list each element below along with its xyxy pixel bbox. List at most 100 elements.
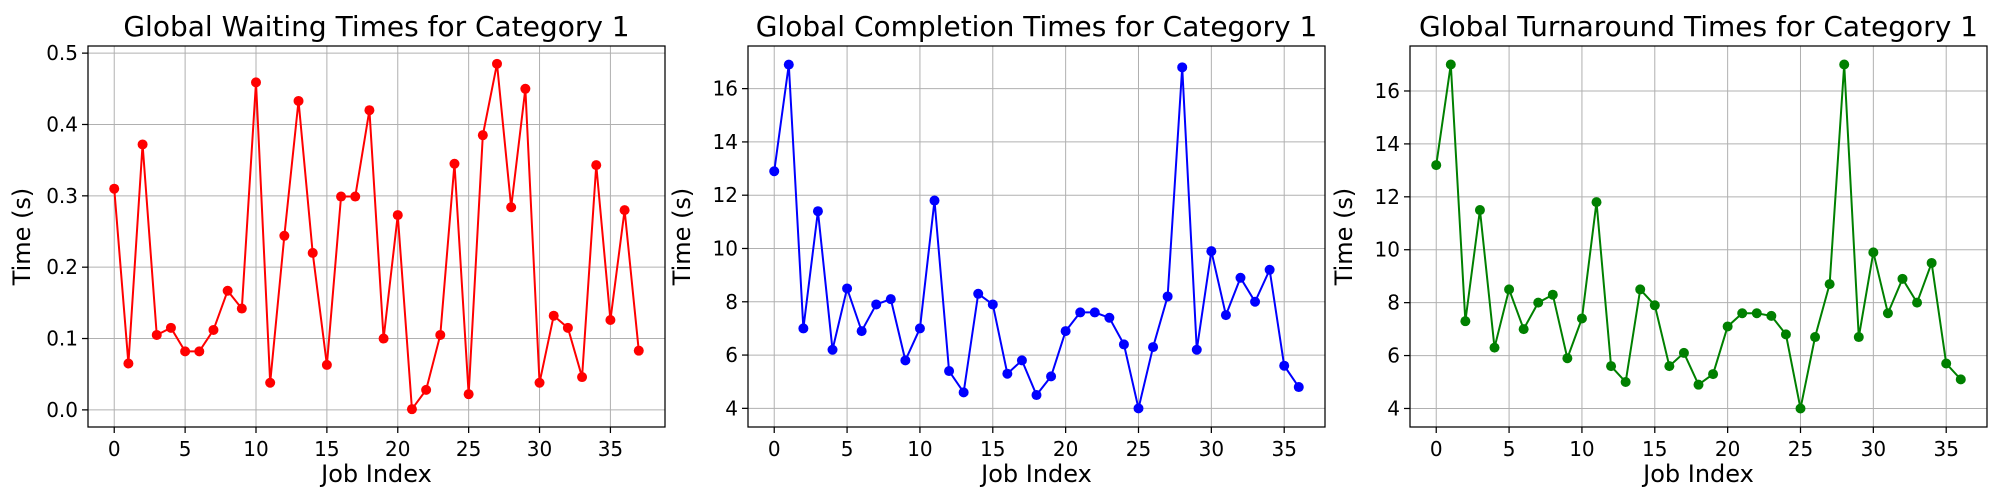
y-tick-label: 4	[725, 396, 738, 420]
data-point	[1766, 310, 1777, 321]
data-point	[1576, 313, 1587, 324]
x-tick-label: 35	[1271, 437, 1296, 461]
y-tick-label: 12	[713, 183, 738, 207]
x-tick-label: 20	[1053, 437, 1078, 461]
data-point	[421, 384, 432, 395]
data-point	[321, 359, 332, 370]
data-point	[293, 95, 304, 106]
data-point	[1926, 257, 1937, 268]
chart-title: Global Waiting Times for Category 1	[123, 10, 629, 43]
x-tick-label: 20	[1715, 437, 1740, 461]
data-point	[619, 205, 630, 216]
x-axis-label: Job Index	[1641, 460, 1754, 488]
data-point	[812, 206, 823, 217]
data-point	[769, 166, 780, 177]
y-axis-label: Time (s)	[8, 188, 36, 287]
x-axis-label: Job Index	[979, 460, 1092, 488]
data-point	[1882, 308, 1893, 319]
data-point	[1431, 160, 1442, 171]
data-point	[1133, 403, 1144, 414]
data-point	[1031, 390, 1042, 401]
y-tick-label: 8	[725, 290, 738, 314]
x-tick-label: 0	[108, 437, 121, 461]
y-tick-label: 0.4	[46, 112, 78, 136]
data-point	[1075, 307, 1086, 318]
data-point	[151, 329, 162, 340]
x-tick-label: 35	[598, 437, 623, 461]
data-point	[633, 345, 644, 356]
x-tick-label: 15	[980, 437, 1005, 461]
y-tick-label: 0.1	[46, 327, 78, 351]
series-line	[773, 64, 1300, 409]
data-point	[1941, 358, 1952, 369]
y-tick-label: 4	[1387, 396, 1400, 420]
x-tick-label: 10	[907, 437, 932, 461]
x-axis-label: Job Index	[319, 460, 432, 488]
series-line	[1435, 64, 1962, 409]
data-point	[1118, 339, 1129, 350]
data-point	[900, 355, 911, 366]
data-point	[1606, 361, 1617, 372]
data-point	[591, 160, 602, 171]
data-point	[208, 324, 219, 335]
data-point	[1264, 264, 1275, 275]
x-tick-label: 20	[385, 437, 410, 461]
data-point	[783, 59, 794, 70]
x-tick-label: 25	[456, 437, 481, 461]
data-point	[1191, 344, 1202, 355]
data-point	[856, 326, 867, 337]
data-point	[1664, 361, 1675, 372]
data-point	[1795, 403, 1806, 414]
data-point	[307, 247, 318, 258]
data-point	[1678, 347, 1689, 358]
y-tick-label: 16	[713, 77, 738, 101]
x-tick-label: 0	[1430, 437, 1443, 461]
data-point	[265, 377, 276, 388]
data-point	[1162, 291, 1173, 302]
chart-3: 0 5 10 15 20 25 30 35 4 6 8 10 12 14 16 Global Turnarou…	[1330, 10, 1988, 488]
data-point	[1897, 273, 1908, 284]
data-point	[1955, 374, 1966, 385]
series-line	[113, 63, 640, 412]
data-point	[1562, 353, 1573, 364]
data-point	[1177, 62, 1188, 73]
data-point	[577, 372, 588, 383]
data-point	[1722, 321, 1733, 332]
data-point	[827, 344, 838, 355]
data-point	[1547, 289, 1558, 300]
data-point	[958, 387, 969, 398]
data-point	[1089, 307, 1100, 318]
data-point	[1912, 297, 1923, 308]
data-point	[914, 323, 925, 334]
data-point	[1824, 279, 1835, 290]
y-tick-label: 0.3	[46, 184, 78, 208]
data-point	[463, 389, 474, 400]
y-tick-label: 10	[713, 236, 738, 260]
data-point	[435, 329, 446, 340]
data-point	[1751, 308, 1762, 319]
data-point	[1474, 205, 1485, 216]
data-point	[1250, 296, 1261, 307]
data-point	[336, 191, 347, 202]
data-point	[1460, 316, 1471, 327]
data-point	[165, 322, 176, 333]
chart-title: Global Turnaround Times for Category 1	[1419, 10, 1978, 43]
data-point	[364, 105, 375, 116]
y-tick-label: 16	[1375, 79, 1400, 103]
y-tick-label: 0.2	[46, 255, 78, 279]
data-point	[250, 77, 261, 88]
data-point	[392, 210, 403, 221]
data-point	[1489, 342, 1500, 353]
plot-frame	[87, 45, 666, 428]
data-point	[279, 230, 290, 241]
chart-1: 0 5 10 15 20 25 30 35 0.0 0.1 0.2 0.3 0.4 0.5 Global W…	[8, 10, 666, 488]
data-point	[1206, 246, 1217, 257]
y-tick-label: 8	[1387, 291, 1400, 315]
data-point	[929, 195, 940, 206]
y-tick-label: 6	[1387, 344, 1400, 368]
data-point	[506, 202, 517, 213]
data-point	[477, 130, 488, 141]
y-tick-label: 14	[713, 130, 738, 154]
data-point	[944, 366, 955, 377]
data-point	[1635, 284, 1646, 295]
